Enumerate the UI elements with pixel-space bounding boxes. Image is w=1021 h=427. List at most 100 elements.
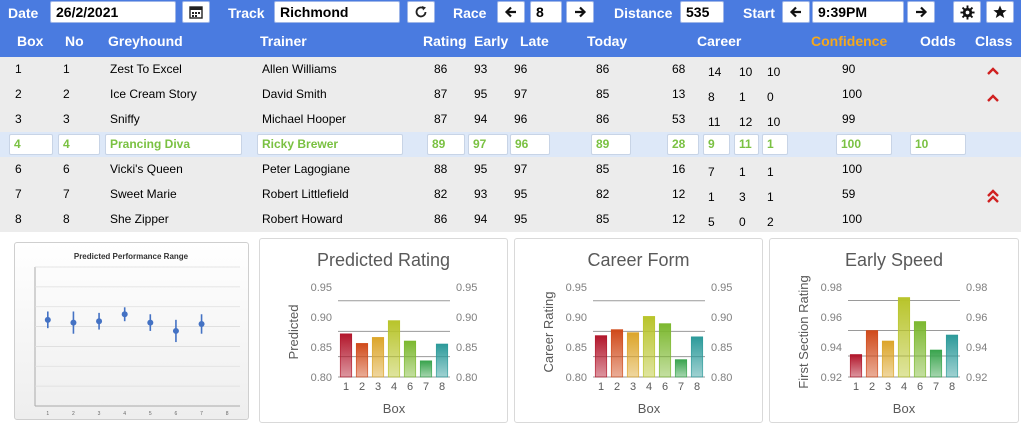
cell-trainer: Allen Williams: [262, 62, 337, 76]
header-rating[interactable]: Rating: [423, 33, 467, 49]
race-prev-button[interactable]: [497, 1, 525, 23]
chart-title: Career Form: [587, 250, 689, 270]
cell-late: 96: [514, 62, 528, 76]
cell-late: 97: [514, 87, 528, 101]
header-box[interactable]: Box: [17, 33, 44, 49]
header-class[interactable]: Class: [975, 33, 1013, 49]
bar: [594, 335, 608, 378]
cell-career-wins: 1: [708, 190, 715, 204]
cell-early: 93: [474, 62, 488, 76]
x-tick-label: 6: [407, 381, 413, 393]
x-tick-label: 8: [694, 381, 700, 393]
header-trainer[interactable]: Trainer: [260, 33, 307, 49]
table-row[interactable]: 8 8 She Zipper Robert Howard 86 94 95 85…: [0, 207, 1021, 232]
track-field[interactable]: Richmond: [274, 1, 400, 23]
header-today[interactable]: Today: [587, 33, 628, 49]
calendar-button[interactable]: [182, 1, 210, 23]
star-icon: [993, 5, 1007, 18]
cell-no: 7: [63, 187, 70, 201]
y-tick-label-left: 0.98: [821, 282, 842, 294]
cell-career-seconds: 10: [739, 65, 753, 79]
cell-greyhound[interactable]: Prancing Diva: [105, 134, 242, 155]
cell-career-starts: 53: [672, 112, 686, 126]
header-odds[interactable]: Odds: [920, 33, 956, 49]
table-row[interactable]: 2 2 Ice Cream Story David Smith 87 95 97…: [0, 82, 1021, 107]
header-early[interactable]: Early: [474, 33, 509, 49]
cell-confidence: 100: [842, 87, 863, 101]
header-confidence[interactable]: Confidence: [811, 33, 888, 49]
race-label: Race: [453, 5, 487, 21]
cell-no[interactable]: 4: [58, 134, 100, 155]
x-tick-label: 2: [614, 381, 620, 393]
cell-trainer: David Smith: [262, 87, 327, 101]
cell-early[interactable]: 97: [468, 134, 508, 155]
cell-confidence[interactable]: 100: [836, 134, 892, 155]
y-tick-label-right: 0.80: [711, 372, 732, 384]
cell-no: 3: [63, 112, 70, 126]
y-tick-label-right: 0.96: [966, 312, 987, 324]
cell-career-seconds: 0: [739, 215, 746, 229]
table-row[interactable]: 7 7 Sweet Marie Robert Littlefield 82 93…: [0, 182, 1021, 207]
cell-trainer[interactable]: Ricky Brewer: [257, 134, 403, 155]
cell-greyhound: Sweet Marie: [110, 187, 177, 201]
cell-late[interactable]: 96: [510, 134, 550, 155]
y-tick-label-right: 0.98: [966, 282, 987, 294]
cell-career-seconds[interactable]: 11: [734, 134, 759, 155]
cell-greyhound: Ice Cream Story: [110, 87, 197, 101]
cell-no: 6: [63, 162, 70, 176]
start-next-button[interactable]: [907, 1, 935, 23]
favourite-button[interactable]: [986, 1, 1014, 23]
cell-late: 95: [514, 212, 528, 226]
cell-career-wins[interactable]: 9: [703, 134, 730, 155]
chevron-up-icon: [986, 57, 1000, 82]
settings-button[interactable]: [953, 1, 981, 23]
data-point: [172, 327, 179, 334]
cell-odds[interactable]: 10: [910, 134, 966, 155]
y-tick-label-left: 0.92: [821, 372, 842, 384]
header-greyhound[interactable]: Greyhound: [108, 33, 183, 49]
cell-box[interactable]: 4: [9, 134, 53, 155]
cell-rating[interactable]: 89: [427, 134, 465, 155]
y-tick-label-right: 0.85: [456, 342, 477, 354]
cell-career-thirds: 1: [767, 190, 774, 204]
cell-career-seconds: 1: [739, 165, 746, 179]
refresh-button[interactable]: [407, 1, 435, 23]
race-number-field[interactable]: 8: [530, 1, 562, 23]
cell-late: 97: [514, 162, 528, 176]
predicted-rating-svg: Predicted Rating 0.80 0.80 0.85 0.85 0.90 0.90…: [286, 250, 477, 416]
cell-box: 2: [15, 87, 22, 101]
bar: [849, 354, 863, 378]
x-tick-label: 6: [917, 381, 923, 393]
distance-field[interactable]: 535: [680, 1, 724, 23]
table-row[interactable]: 1 1 Zest To Excel Allen Williams 86 93 9…: [0, 57, 1021, 82]
table-row[interactable]: 3 3 Sniffy Michael Hooper 87 94 96 86 53…: [0, 107, 1021, 132]
date-field[interactable]: 26/2/2021: [50, 1, 176, 23]
cell-career-starts[interactable]: 28: [667, 134, 699, 155]
x-tick-label: 7: [678, 381, 684, 393]
cell-career-starts: 16: [672, 162, 686, 176]
start-prev-button[interactable]: [782, 1, 810, 23]
cell-early: 94: [474, 112, 488, 126]
bar: [865, 330, 879, 378]
table-row[interactable]: 6 6 Vicki's Queen Peter Lagogiane 88 95 …: [0, 157, 1021, 182]
cell-today[interactable]: 89: [591, 134, 631, 155]
header-career[interactable]: Career: [697, 33, 742, 49]
start-time-field[interactable]: 9:39PM: [812, 1, 904, 23]
cell-career-thirds: 1: [767, 165, 774, 179]
table-row-selected[interactable]: 4 4 Prancing Diva Ricky Brewer 89 97 96 …: [0, 132, 1021, 157]
chart-title: Early Speed: [845, 250, 943, 270]
x-axis-label: Box: [383, 401, 406, 416]
race-next-button[interactable]: [566, 1, 594, 23]
cell-career-thirds[interactable]: 1: [762, 134, 788, 155]
cell-greyhound: Sniffy: [110, 112, 140, 126]
calendar-icon: [189, 6, 203, 19]
header-late[interactable]: Late: [520, 33, 549, 49]
cell-no: 2: [63, 87, 70, 101]
bar: [945, 334, 959, 378]
bar: [658, 323, 672, 378]
performance-range-chart: Predicted Performance Range 1 2 3 4 5 6 7 8: [14, 242, 249, 420]
cell-trainer: Peter Lagogiane: [262, 162, 351, 176]
x-tick-label: 7: [200, 411, 203, 417]
cell-career-thirds: 10: [767, 65, 781, 79]
header-no[interactable]: No: [65, 33, 84, 49]
